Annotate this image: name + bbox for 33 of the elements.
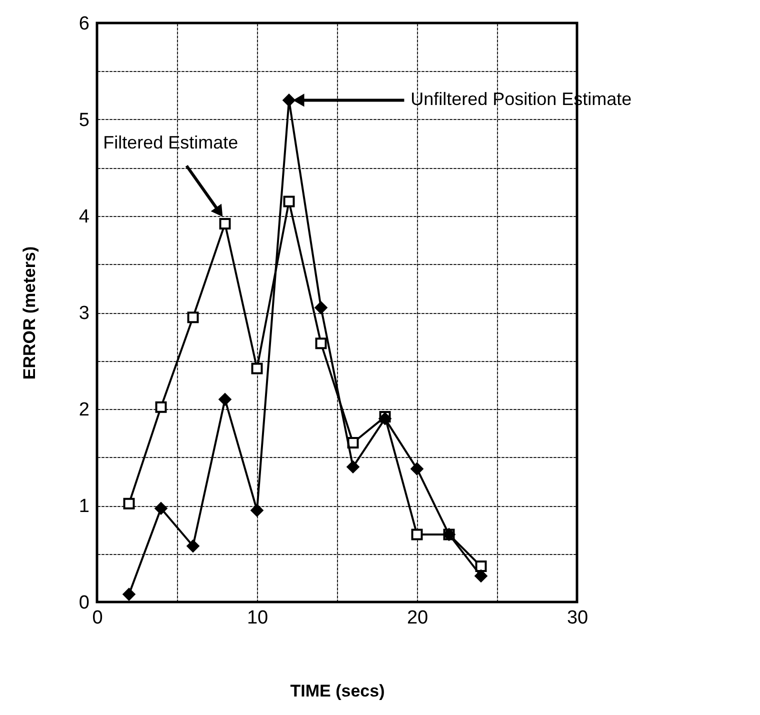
y-tick-label: 3	[78, 303, 90, 324]
x-tick-label: 20	[406, 608, 428, 628]
text: Filtered Estimate	[103, 132, 238, 153]
point	[186, 540, 200, 552]
point	[155, 401, 167, 413]
point	[283, 196, 295, 208]
point	[250, 504, 264, 517]
point	[346, 460, 360, 474]
point	[315, 338, 327, 350]
point	[122, 588, 136, 601]
y-tick-label: 5	[78, 110, 90, 131]
x-tick-label: 10	[246, 608, 268, 628]
y-tick-label: 0	[78, 592, 90, 614]
y-tick-label: 6	[78, 14, 90, 34]
x-axis-title: TIME (secs)	[290, 682, 385, 700]
point	[187, 312, 199, 324]
point	[219, 218, 231, 230]
y-axis-title: ERROR (meters)	[20, 246, 39, 380]
point	[378, 412, 392, 425]
point	[123, 498, 135, 510]
point	[314, 301, 328, 314]
point	[410, 462, 424, 476]
point	[411, 528, 423, 540]
y-tick-label: 4	[78, 206, 90, 228]
x-tick-label: 30	[566, 608, 588, 628]
point	[474, 570, 488, 582]
y-tick-label: 2	[78, 400, 90, 420]
x-tick-label: 0	[92, 608, 103, 628]
point	[251, 362, 263, 374]
y-tick-label: 1	[78, 496, 90, 517]
point	[282, 94, 296, 106]
point	[154, 502, 168, 515]
point	[218, 393, 232, 406]
